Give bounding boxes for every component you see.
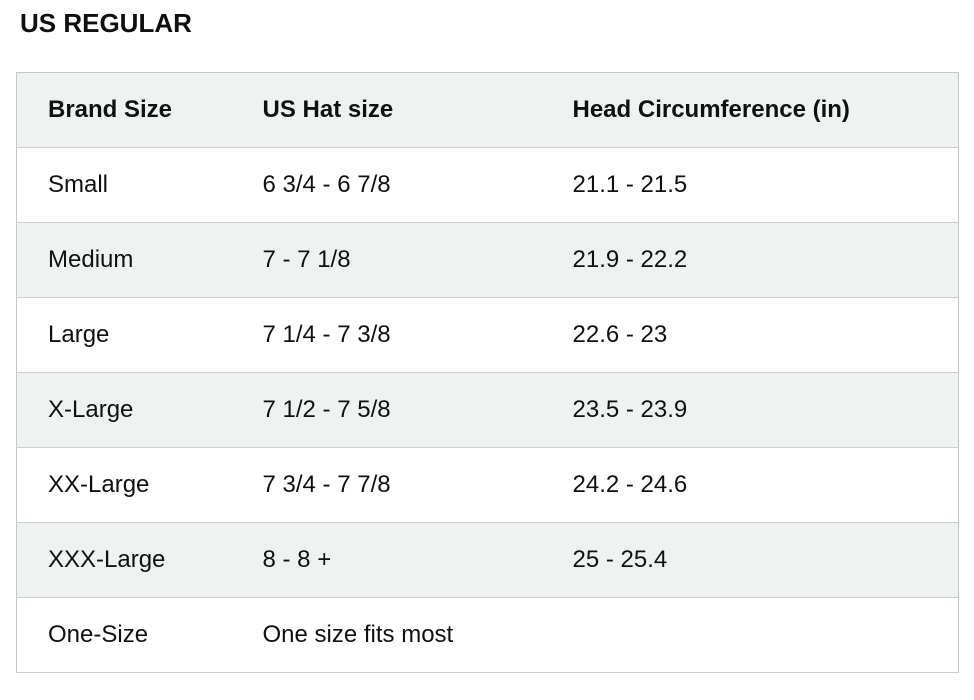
section-title: US REGULAR	[20, 8, 192, 38]
header-row: Brand Size US Hat size Head Circumferenc…	[16, 72, 959, 148]
us-hat-size-cell: 7 1/2 - 7 5/8	[262, 396, 391, 423]
us-hat-size-cell: One size fits most	[262, 621, 454, 648]
head-circumference-cell: 22.6 - 23	[572, 321, 668, 348]
head-circumference-cell: 21.9 - 22.2	[572, 246, 688, 273]
size-chart-table: Brand Size US Hat size Head Circumferenc…	[16, 72, 959, 673]
column-header-us-hat-size: US Hat size	[262, 96, 394, 123]
table-row: XXX-Large 8 - 8 + 25 - 25.4	[16, 522, 959, 598]
head-circumference-cell: 21.1 - 21.5	[572, 171, 688, 198]
table-row: Small 6 3/4 - 6 7/8 21.1 - 21.5	[16, 147, 959, 223]
table-row: Large 7 1/4 - 7 3/8 22.6 - 23	[16, 297, 959, 373]
us-hat-size-cell: 7 1/4 - 7 3/8	[262, 321, 391, 348]
brand-size-cell: One-Size	[48, 621, 149, 648]
us-hat-size-cell: 6 3/4 - 6 7/8	[262, 171, 391, 198]
table-row: One-Size One size fits most	[16, 597, 959, 673]
table-row: X-Large 7 1/2 - 7 5/8 23.5 - 23.9	[16, 372, 959, 448]
brand-size-cell: XXX-Large	[48, 546, 166, 573]
table-row: Medium 7 - 7 1/8 21.9 - 22.2	[16, 222, 959, 298]
head-circumference-cell: 25 - 25.4	[572, 546, 668, 573]
brand-size-cell: Large	[48, 321, 110, 348]
column-header-brand-size: Brand Size	[48, 96, 173, 123]
head-circumference-cell: 24.2 - 24.6	[572, 471, 688, 498]
table-row: XX-Large 7 3/4 - 7 7/8 24.2 - 24.6	[16, 447, 959, 523]
brand-size-cell: XX-Large	[48, 471, 150, 498]
brand-size-cell: Medium	[48, 246, 134, 273]
head-circumference-cell	[542, 598, 959, 673]
brand-size-cell: Small	[48, 171, 109, 198]
brand-size-cell: X-Large	[48, 396, 134, 423]
head-circumference-cell: 23.5 - 23.9	[572, 396, 688, 423]
us-hat-size-cell: 8 - 8 +	[262, 546, 332, 573]
us-hat-size-cell: 7 3/4 - 7 7/8	[262, 471, 391, 498]
us-hat-size-cell: 7 - 7 1/8	[262, 246, 351, 273]
column-header-head-circumference: Head Circumference (in)	[572, 96, 850, 123]
